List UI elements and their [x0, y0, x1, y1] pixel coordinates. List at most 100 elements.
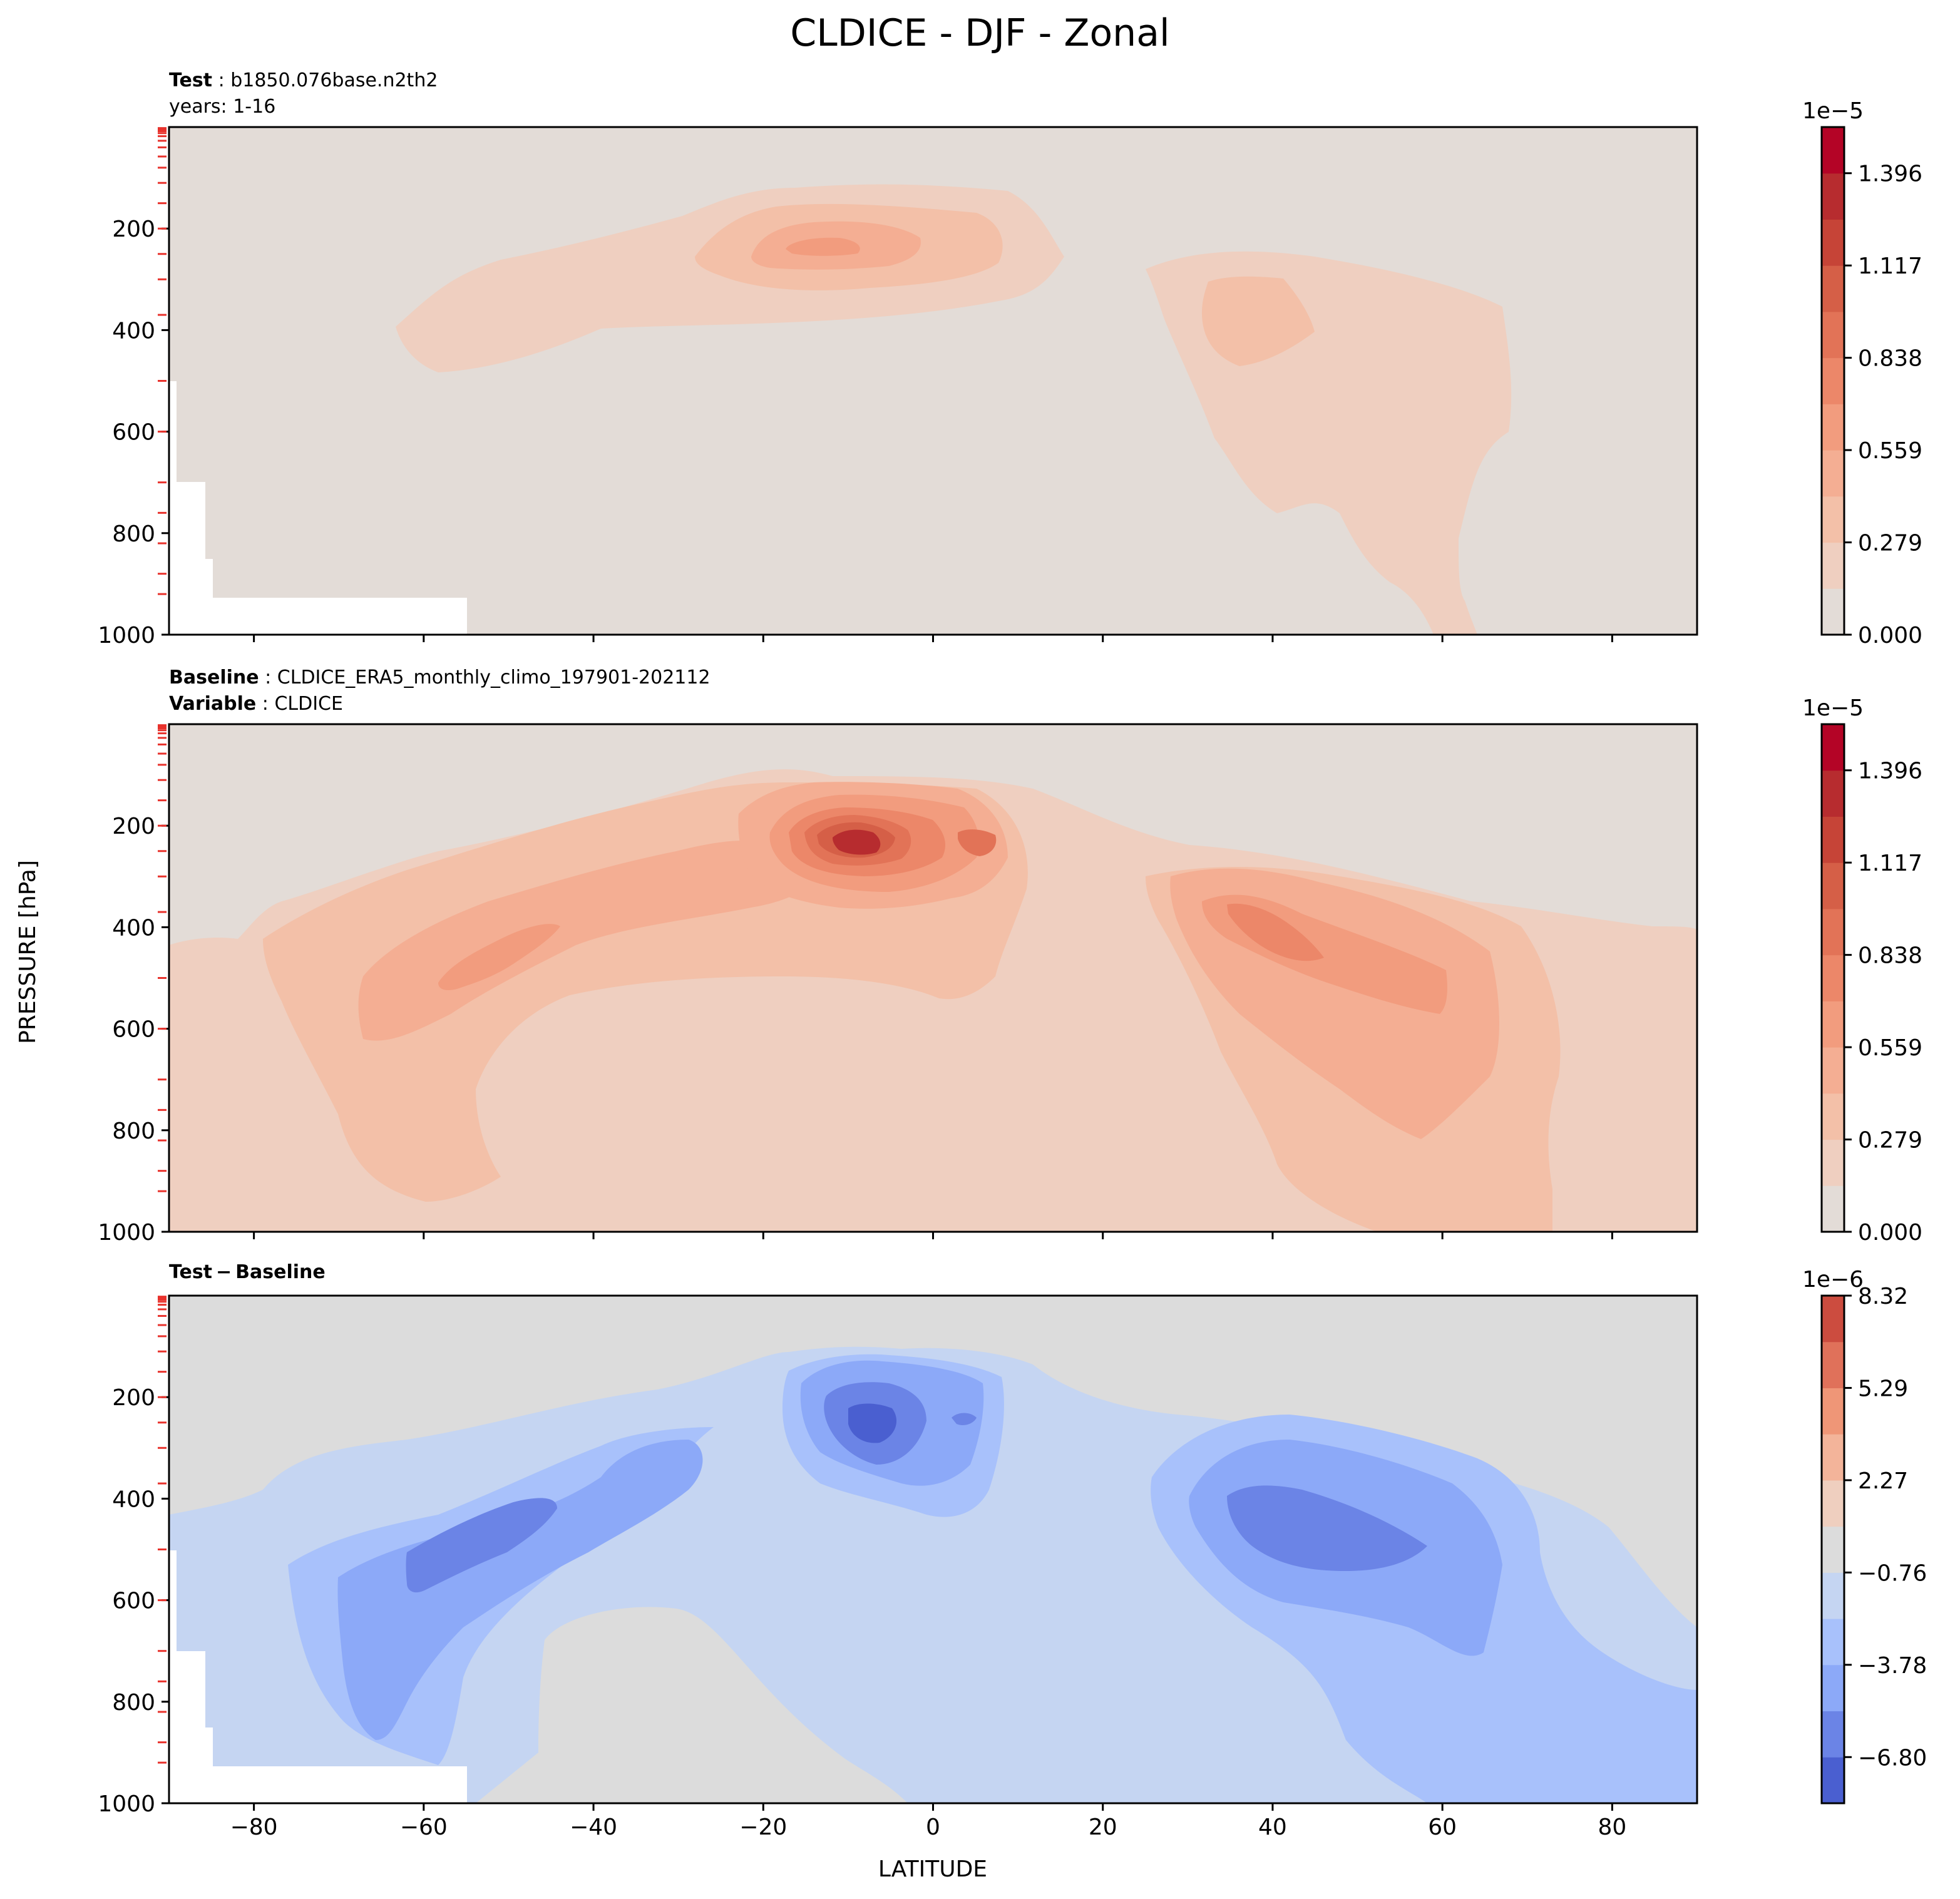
y-tick-label: 400: [112, 318, 155, 344]
panel-2-axes: 200 400 600 800 1000: [98, 724, 1613, 1246]
colorbar-swatch: [1822, 404, 1844, 451]
colorbar-frame: [1820, 1294, 1845, 1804]
colorbar-swatch: [1822, 1757, 1844, 1804]
y-tick-label: 600: [112, 1589, 155, 1614]
colorbar-swatch: [1822, 1001, 1844, 1048]
colorbar-1: 0.000 0.279 0.559 0.838 1.117 1.396 1e−5: [1802, 98, 1922, 648]
y-tick-label: 1000: [98, 1220, 155, 1246]
colorbar-swatch: [1822, 1572, 1844, 1619]
diff-level-5: [848, 1403, 897, 1443]
test-years-line: years: 1-16: [169, 96, 276, 118]
panel-1-axes: 200 400 600 800 1000: [98, 127, 1613, 648]
colorbar-frame: [1820, 723, 1845, 1233]
y-tick-label: 1000: [98, 623, 155, 648]
colorbar-swatch: [1822, 816, 1844, 863]
colorbar-offset: 1e−5: [1802, 98, 1864, 124]
colorbar-tick-label: 0.838: [1858, 346, 1922, 372]
diff-level-4: [406, 1382, 1427, 1593]
colorbar-tick-label: −3.78: [1858, 1653, 1927, 1679]
baseline-case-line: Baseline : CLDICE_ERA5_monthly_climo_197…: [169, 667, 711, 688]
x-tick-label: −20: [739, 1815, 787, 1840]
test-header: Test : b1850.076base.n2th2 years: 1-16: [169, 68, 438, 120]
diff-missing-data: [169, 1550, 467, 1803]
y-tick-label: 200: [112, 814, 155, 839]
diff-level-3: [337, 1360, 1502, 1740]
y-tick-label: 600: [112, 1017, 155, 1043]
colorbar-tick-label: 1.117: [1858, 253, 1922, 279]
colorbar-swatch: [1822, 357, 1844, 404]
colorbar-tick-label: −6.80: [1858, 1745, 1927, 1771]
y-tick-label: 400: [112, 915, 155, 941]
colorbar-offset: 1e−6: [1802, 1267, 1864, 1292]
x-tick-label: 60: [1428, 1815, 1457, 1840]
figure-title: CLDICE - DJF - Zonal: [790, 11, 1170, 55]
y-tick-label: 800: [112, 521, 155, 547]
colorbar-swatch: [1822, 173, 1844, 220]
diff-header: Test − Baseline: [169, 1259, 326, 1286]
colorbar-tick-label: 8.32: [1858, 1284, 1908, 1309]
y-tick-label: 400: [112, 1487, 155, 1512]
colorbar-tick-label: 2.27: [1858, 1468, 1908, 1494]
diff-title-line: Test − Baseline: [169, 1261, 326, 1283]
colorbar-swatch: [1822, 1341, 1844, 1388]
colorbar-swatch: [1822, 450, 1844, 497]
colorbar-swatch: [1822, 311, 1844, 359]
test-case-line: Test : b1850.076base.n2th2: [169, 69, 438, 91]
y-tick-label: 800: [112, 1690, 155, 1716]
colorbar-swatch: [1822, 1480, 1844, 1527]
baseline-level-8: [833, 829, 881, 855]
colorbar-swatch: [1822, 1388, 1844, 1435]
colorbar-swatch: [1822, 542, 1844, 589]
variable-line: Variable : CLDICE: [169, 693, 343, 715]
test-level-4: [786, 237, 860, 256]
colorbar-tick-label: 0.279: [1858, 531, 1922, 556]
y-tick-label: 200: [112, 217, 155, 242]
colorbar-swatch: [1822, 496, 1844, 543]
test-missing-data: [169, 381, 467, 635]
colorbar-tick-label: 1.396: [1858, 161, 1922, 187]
test-contour-plot: [169, 127, 1697, 635]
colorbar-tick-label: 0.000: [1858, 623, 1922, 648]
colorbar-swatch: [1822, 955, 1844, 1001]
colorbar-swatch: [1822, 1185, 1844, 1232]
colorbar-tick-label: 0.559: [1858, 1035, 1922, 1061]
colorbar-swatch: [1822, 1093, 1844, 1140]
colorbar-tick-label: 5.29: [1858, 1376, 1908, 1401]
colorbar-swatch: [1822, 1139, 1844, 1186]
x-axis-label: LATITUDE: [878, 1856, 987, 1882]
colorbar-swatch: [1822, 1664, 1844, 1712]
colorbar-offset: 1e−5: [1802, 695, 1864, 721]
colorbar-swatch: [1822, 127, 1844, 174]
colorbar-2: 0.000 0.279 0.559 0.838 1.117 1.396 1e−5: [1802, 695, 1922, 1246]
colorbar-tick-label: 0.838: [1858, 943, 1922, 969]
x-tick-label: 80: [1598, 1815, 1626, 1840]
baseline-contour-plot: [169, 724, 1697, 1232]
x-tick-label: −60: [400, 1815, 448, 1840]
colorbar-swatch: [1822, 862, 1844, 909]
colorbars-layer: 0.0000.2790.5590.8381.1171.3961e−50.0000…: [1802, 98, 1927, 1804]
colorbar-swatch: [1822, 219, 1844, 266]
baseline-header: Baseline : CLDICE_ERA5_monthly_climo_197…: [169, 665, 711, 717]
y-axis-label: PRESSURE [hPa]: [15, 860, 41, 1044]
y-tick-label: 600: [112, 420, 155, 446]
colorbar-tick-label: 0.000: [1858, 1220, 1922, 1246]
y-tick-label: 800: [112, 1118, 155, 1144]
colorbar-swatch: [1822, 588, 1844, 635]
colorbar-swatch: [1822, 1711, 1844, 1758]
colorbar-tick-label: −0.76: [1858, 1560, 1927, 1586]
colorbar-swatch: [1822, 908, 1844, 956]
y-tick-label: 200: [112, 1385, 155, 1411]
colorbar-swatch: [1822, 1526, 1844, 1573]
x-tick-label: 0: [926, 1815, 940, 1840]
colorbar-swatch: [1822, 265, 1844, 312]
panel-3-axes: −80 −60 −40 −20 0 20 40 60 80 200 400 600 800 1000: [98, 1296, 1626, 1840]
colorbar-swatch: [1822, 1296, 1844, 1343]
colorbar-tick-label: 1.117: [1858, 851, 1922, 876]
colorbar-tick-label: 0.279: [1858, 1128, 1922, 1154]
colorbar-tick-label: 0.559: [1858, 438, 1922, 464]
colorbar-swatch: [1822, 1619, 1844, 1666]
colorbar-swatch: [1822, 1047, 1844, 1094]
